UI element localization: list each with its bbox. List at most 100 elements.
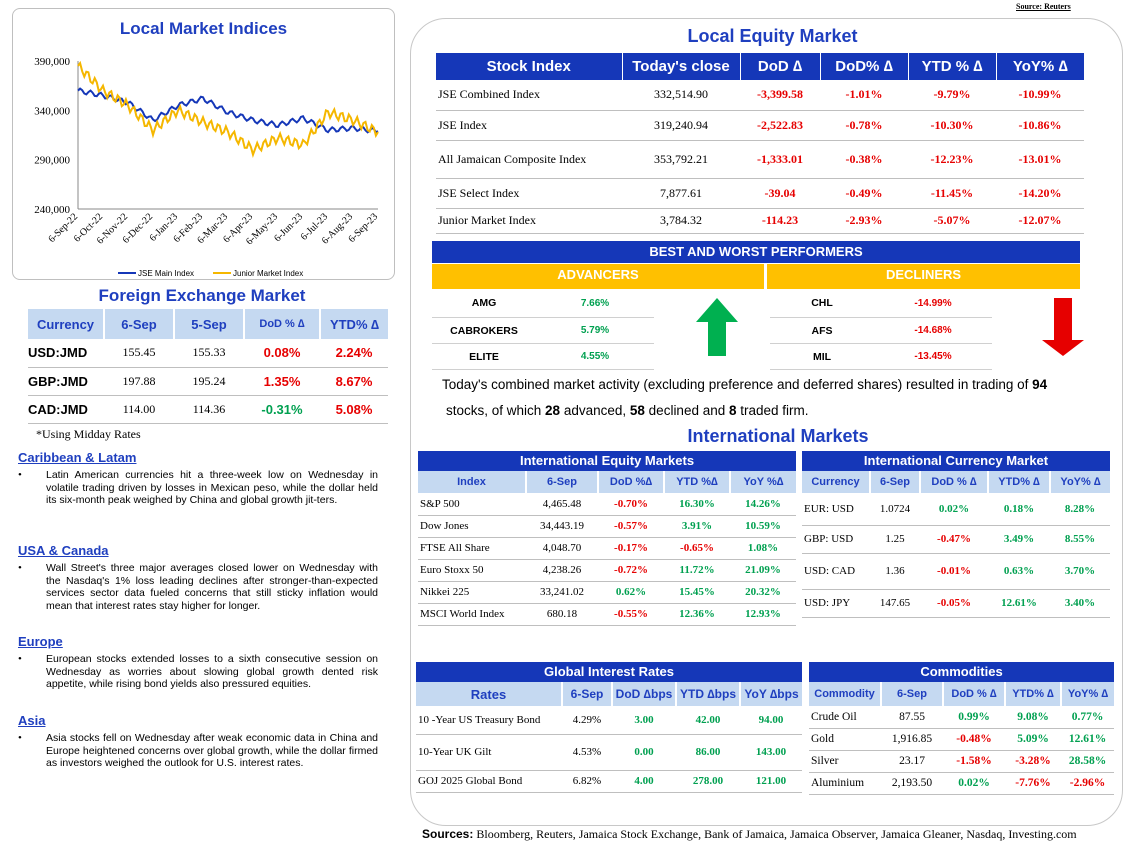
intl-currency-table: Currency 6-Sep DoD % ∆ YTD% ∆ YoY% ∆ EUR… (802, 471, 1110, 618)
activity-text: advanced, (560, 403, 630, 418)
news-text: European stocks extended losses to a six… (46, 653, 378, 690)
row-value: 0.02% (920, 493, 988, 526)
row-value: -12.23% (908, 140, 996, 179)
table-row: Dow Jones 34,443.19 -0.57% 3.91% 10.59% (418, 515, 796, 538)
row-value: 2,193.50 (881, 772, 943, 795)
currency-pair: GBP:JMD (28, 367, 104, 396)
chart-title: Local Market Indices (119, 19, 288, 38)
row-value: 0.02% (943, 772, 1005, 795)
table-row: EUR: USD 1.0724 0.02% 0.18% 8.28% (802, 493, 1110, 526)
row-value: 1.0724 (870, 493, 920, 526)
equity-title: Local Equity Market (687, 26, 858, 46)
row-value: -0.05% (920, 589, 988, 618)
row-value: 332,514.90 (622, 80, 740, 111)
equity-header: Today's close (622, 53, 741, 80)
dod-change: 0.08% (244, 339, 320, 368)
row-value: 353,792.21 (622, 140, 740, 179)
intl-eq-header: Index (418, 471, 527, 493)
news-text: Latin American currencies hit a three-we… (46, 469, 378, 506)
row-value: -12.07% (996, 208, 1084, 234)
up-arrow-icon (696, 298, 738, 356)
row-value: 14.26% (730, 493, 796, 516)
rates-table: Rates 6-Sep DoD ∆bps YTD ∆bps YoY ∆bps 1… (416, 682, 802, 793)
commodities-title: Commodities (809, 662, 1114, 682)
line-chart: 390,000340,000290,000240,0006-Sep-226-Oc… (34, 56, 380, 278)
table-row: MSCI World Index 680.18 -0.55% 12.36% 12.93% (418, 603, 796, 626)
row-value: 1.08% (730, 537, 796, 560)
row-value: 680.18 (526, 603, 598, 626)
table-row: S&P 500 4,465.48 -0.70% 16.30% 14.26% (418, 493, 796, 516)
row-value: 0.62% (598, 581, 664, 604)
currency-pair: CAD:JMD (28, 395, 104, 424)
row-label: JSE Combined Index (436, 80, 622, 111)
intl-equity-table: Index 6-Sep DoD %∆ YTD %∆ YoY %∆ S&P 500… (418, 471, 796, 626)
legend-label: Junior Market Index (233, 269, 303, 278)
table-row: Euro Stoxx 50 4,238.26 -0.72% 11.72% 21.09% (418, 559, 796, 582)
sources-text: Bloomberg, Reuters, Jamaica Stock Exchan… (473, 827, 1077, 841)
activity-firm: 8 (729, 403, 737, 418)
news-item: Europe • European stocks extended losses t… (18, 634, 380, 691)
table-row: Aluminium 2,193.50 0.02% -7.76% -2.96% (809, 772, 1114, 795)
row-value: -0.55% (598, 603, 664, 626)
row-value: 1.36 (870, 553, 920, 590)
rate-prev: 155.33 (174, 339, 244, 368)
row-value: 3.70% (1050, 553, 1110, 590)
performer-ticker: MIL (812, 350, 832, 363)
rates-header: 6-Sep (562, 682, 613, 706)
news-heading[interactable]: Caribbean & Latam (18, 450, 137, 465)
rate-today: 114.00 (104, 395, 174, 424)
activity-total: 94 (1032, 377, 1048, 392)
comm-header: YoY% ∆ (1067, 688, 1109, 700)
row-value: 12.93% (730, 603, 796, 626)
rates-header: YTD ∆bps (676, 682, 741, 706)
row-value: 1.25 (870, 525, 920, 554)
bullet-icon: • (18, 732, 22, 744)
table-row: USD: CAD 1.36 -0.01% 0.63% 3.70% (802, 553, 1110, 590)
activity-declined: 58 (629, 403, 645, 418)
sources-footer: Sources: Bloomberg, Reuters, Jamaica Sto… (422, 827, 1077, 842)
news-item: USA & Canada • Wall Street's three major a… (18, 543, 380, 612)
legend-label: JSE Main Index (138, 269, 194, 278)
fx-header: 6-Sep (104, 309, 175, 339)
rates-header: Rates (416, 682, 563, 706)
table-row: Gold 1,916.85 -0.48% 5.09% 12.61% (809, 728, 1114, 751)
news-text: Asia stocks fell on Wednesday after weak… (46, 732, 378, 769)
comm-header: Commodity (809, 682, 882, 706)
performer-change: 7.66% (580, 297, 610, 309)
currency-pair: USD:JMD (28, 339, 104, 368)
ytd-change: 8.67% (320, 367, 388, 396)
table-row: GBP: USD 1.25 -0.47% 3.49% 8.55% (802, 525, 1110, 554)
news-heading[interactable]: Asia (18, 713, 46, 728)
row-value: -2.93% (820, 208, 908, 234)
news-heading[interactable]: USA & Canada (18, 543, 109, 558)
row-value: -0.49% (820, 178, 908, 209)
row-value: -10.30% (908, 110, 996, 141)
row-value: 319,240.94 (622, 110, 740, 141)
row-value: 87.55 (881, 706, 943, 729)
row-value: 3,784.32 (622, 208, 740, 234)
sources-label: Sources: (422, 827, 474, 841)
row-value: -11.45% (908, 178, 996, 209)
intl-eq-header: DoD %∆ (598, 471, 665, 493)
equity-header: DoD% ∆ (820, 53, 909, 80)
row-value: 1,916.85 (881, 728, 943, 751)
performer-row: AMG 7.66% (432, 289, 654, 318)
bullet-icon: • (18, 562, 22, 574)
row-value: 42.00 (676, 706, 740, 735)
row-value: 4,238.26 (526, 559, 598, 582)
row-value: 8.55% (1050, 525, 1110, 554)
row-value: 7,877.61 (622, 178, 740, 209)
performer-ticker: CABROKERS (450, 324, 518, 337)
row-value: -2,522.83 (740, 110, 820, 141)
down-arrow-icon (1042, 298, 1084, 356)
row-value: 8.28% (1050, 493, 1110, 526)
news-heading[interactable]: Europe (18, 634, 63, 649)
dod-change: 1.35% (244, 367, 320, 396)
performer-change: 4.55% (580, 351, 610, 362)
row-label: Crude Oil (809, 706, 881, 729)
equity-header: Stock Index (436, 53, 623, 80)
row-value: -0.65% (664, 537, 730, 560)
fx-title: Foreign Exchange Market (98, 286, 306, 305)
table-row: GOJ 2025 Global Bond 6.82% 4.00 278.00 121.0… (416, 770, 802, 793)
row-value: 278.00 (676, 770, 740, 793)
